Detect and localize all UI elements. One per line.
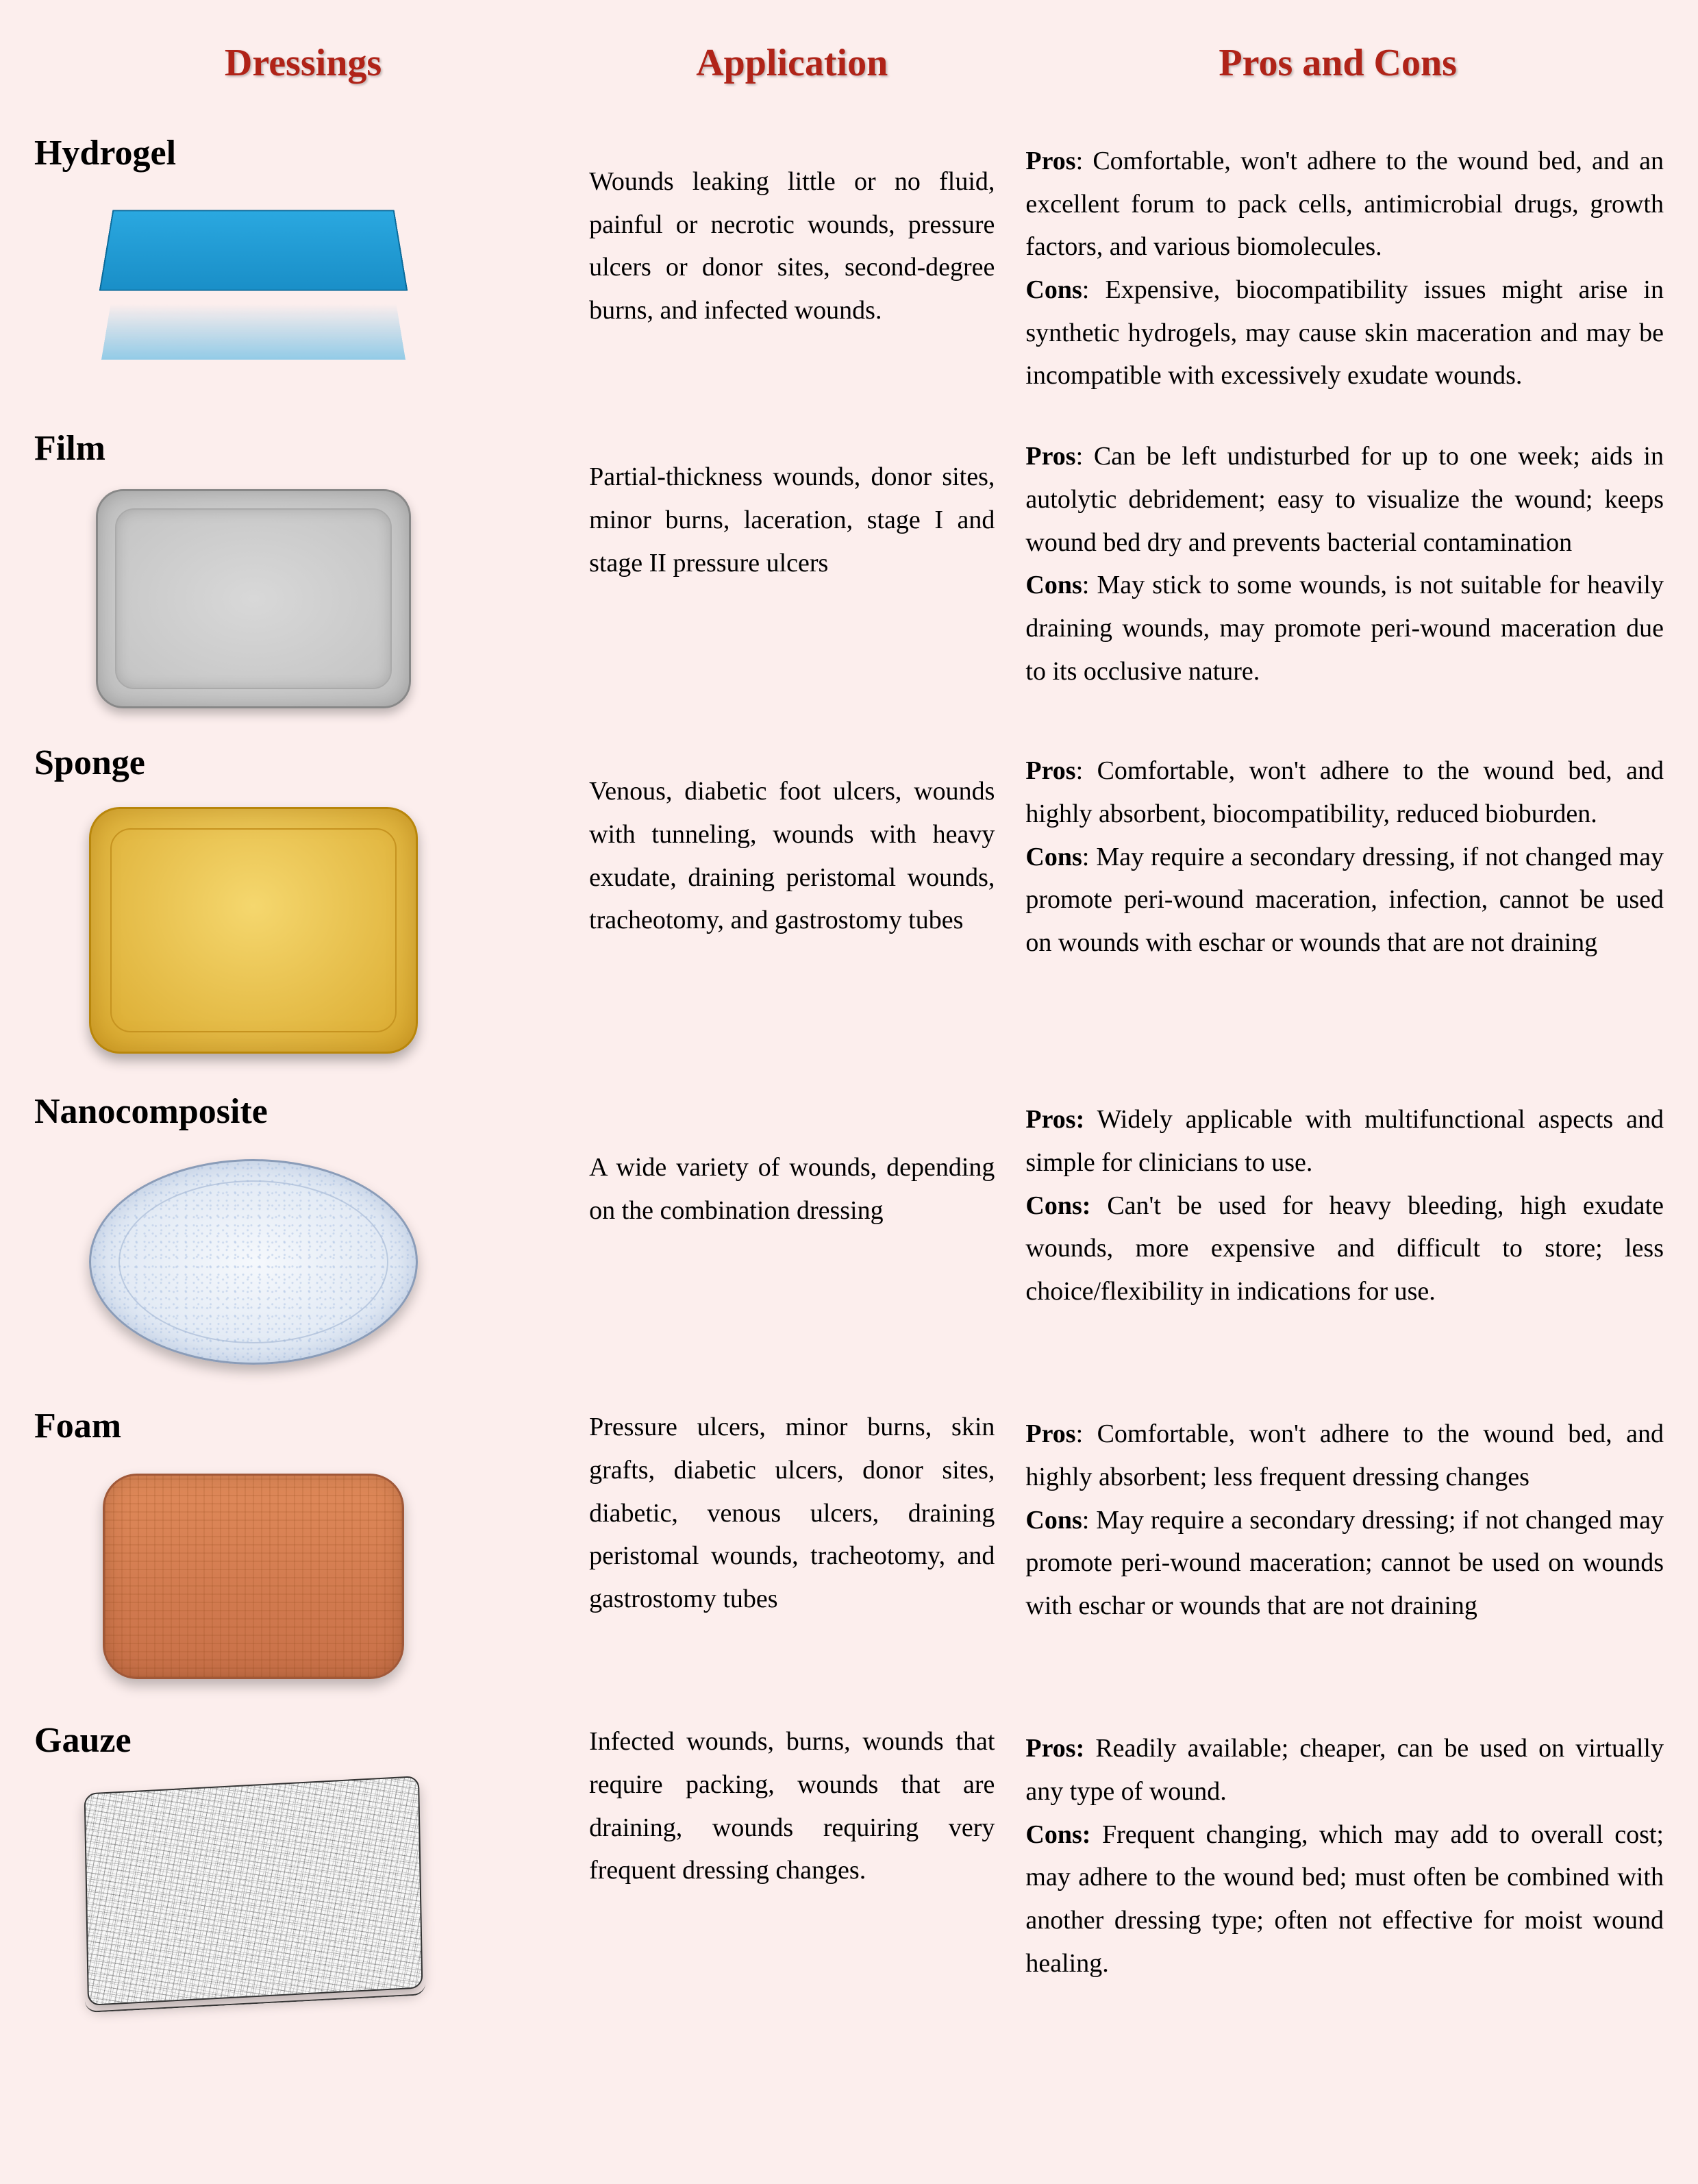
film-icon bbox=[96, 489, 411, 708]
gauze-icon bbox=[84, 1776, 423, 2006]
col1-nano: Nanocomposite bbox=[34, 1091, 572, 1375]
cons-label-hydrogel: Cons bbox=[1025, 275, 1082, 304]
nanocomposite-icon bbox=[89, 1159, 418, 1365]
col1-gauze: Gauze bbox=[34, 1720, 572, 2004]
header-row: Dressings Application Pros and Cons bbox=[34, 41, 1664, 85]
title-hydrogel: Hydrogel bbox=[34, 133, 551, 173]
pros-label-hydrogel: Pros bbox=[1025, 147, 1075, 175]
app-film: Partial-thickness wounds, donor sites, m… bbox=[589, 428, 995, 584]
header-application: Application bbox=[696, 42, 888, 84]
col2-foam: Pressure ulcers, minor burns, skin graft… bbox=[572, 1406, 1012, 1620]
pc-nano: Pros: Widely applicable with multifuncti… bbox=[1025, 1091, 1664, 1313]
title-foam: Foam bbox=[34, 1406, 551, 1446]
col3-gauze: Pros: Readily available; cheaper, can be… bbox=[1012, 1720, 1664, 1985]
header-col-application: Application bbox=[572, 41, 1012, 85]
cons-nano: Can't be used for heavy bleeding, high e… bbox=[1025, 1191, 1664, 1306]
col2-sponge: Venous, diabetic foot ulcers, wounds wit… bbox=[572, 743, 1012, 942]
cons-gauze: Frequent changing, which may add to over… bbox=[1025, 1820, 1664, 1978]
pros-label-gauze: Pros: bbox=[1025, 1734, 1084, 1763]
col1-film: Film bbox=[34, 428, 572, 712]
row-film: Film Partial-thickness wounds, donor sit… bbox=[34, 428, 1664, 712]
col2-film: Partial-thickness wounds, donor sites, m… bbox=[572, 428, 1012, 584]
foam-icon bbox=[103, 1474, 404, 1679]
pros-label-foam: Pros bbox=[1025, 1419, 1075, 1448]
illustration-nano bbox=[75, 1149, 432, 1375]
app-nano: A wide variety of wounds, depending on t… bbox=[589, 1091, 995, 1232]
col3-nano: Pros: Widely applicable with multifuncti… bbox=[1012, 1091, 1664, 1313]
app-sponge: Venous, diabetic foot ulcers, wounds wit… bbox=[589, 743, 995, 942]
col1-foam: Foam bbox=[34, 1406, 572, 1689]
cons-foam: : May require a secondary dressing; if n… bbox=[1025, 1506, 1664, 1620]
pc-gauze: Pros: Readily available; cheaper, can be… bbox=[1025, 1720, 1664, 1985]
cons-sponge: : May require a secondary dressing, if n… bbox=[1025, 843, 1664, 957]
pc-sponge: Pros: Comfortable, won't adhere to the w… bbox=[1025, 743, 1664, 964]
col3-sponge: Pros: Comfortable, won't adhere to the w… bbox=[1012, 743, 1664, 964]
pros-gauze: Readily available; cheaper, can be used … bbox=[1025, 1734, 1664, 1806]
app-gauze: Infected wounds, burns, wounds that requ… bbox=[589, 1720, 995, 1892]
col2-gauze: Infected wounds, burns, wounds that requ… bbox=[572, 1720, 1012, 1892]
col1-hydrogel: Hydrogel bbox=[34, 133, 572, 382]
col2-hydrogel: Wounds leaking little or no fluid, painf… bbox=[572, 133, 1012, 332]
cons-label-nano: Cons: bbox=[1025, 1191, 1090, 1220]
pc-foam: Pros: Comfortable, won't adhere to the w… bbox=[1025, 1406, 1664, 1627]
pc-hydrogel: Pros: Comfortable, won't adhere to the w… bbox=[1025, 133, 1664, 397]
illustration-hydrogel bbox=[75, 190, 432, 382]
pros-label-sponge: Pros bbox=[1025, 756, 1075, 785]
row-sponge: Sponge Venous, diabetic foot ulcers, wou… bbox=[34, 743, 1664, 1060]
title-gauze: Gauze bbox=[34, 1720, 551, 1761]
illustration-foam bbox=[75, 1463, 432, 1689]
pc-film: Pros: Can be left undisturbed for up to … bbox=[1025, 428, 1664, 693]
pros-sponge: : Comfortable, won't adhere to the wound… bbox=[1025, 756, 1664, 828]
title-nano: Nanocomposite bbox=[34, 1091, 551, 1132]
col3-foam: Pros: Comfortable, won't adhere to the w… bbox=[1012, 1406, 1664, 1627]
pros-foam: : Comfortable, won't adhere to the wound… bbox=[1025, 1419, 1664, 1491]
pros-nano: Widely applicable with multifunctional a… bbox=[1025, 1105, 1664, 1177]
header-dressings: Dressings bbox=[225, 42, 382, 84]
cons-label-film: Cons bbox=[1025, 571, 1082, 599]
pros-film: : Can be left undisturbed for up to one … bbox=[1025, 442, 1664, 556]
row-gauze: Gauze Infected wounds, burns, wounds tha… bbox=[34, 1720, 1664, 2004]
header-col-proscons: Pros and Cons bbox=[1012, 41, 1664, 85]
app-foam: Pressure ulcers, minor burns, skin graft… bbox=[589, 1406, 995, 1620]
pros-hydrogel: : Comfortable, won't adhere to the wound… bbox=[1025, 147, 1664, 261]
title-sponge: Sponge bbox=[34, 743, 551, 783]
illustration-gauze bbox=[75, 1778, 432, 2004]
pros-label-nano: Pros: bbox=[1025, 1105, 1084, 1134]
header-col-dressings: Dressings bbox=[34, 41, 572, 85]
title-film: Film bbox=[34, 428, 551, 469]
cons-label-foam: Cons bbox=[1025, 1506, 1082, 1535]
col3-hydrogel: Pros: Comfortable, won't adhere to the w… bbox=[1012, 133, 1664, 397]
col1-sponge: Sponge bbox=[34, 743, 572, 1060]
illustration-sponge bbox=[75, 800, 432, 1060]
pros-label-film: Pros bbox=[1025, 442, 1075, 471]
row-nano: Nanocomposite A wide variety of wounds, … bbox=[34, 1091, 1664, 1375]
col2-nano: A wide variety of wounds, depending on t… bbox=[572, 1091, 1012, 1232]
cons-label-sponge: Cons bbox=[1025, 843, 1082, 871]
header-proscons: Pros and Cons bbox=[1219, 42, 1457, 84]
row-foam: Foam Pressure ulcers, minor burns, skin … bbox=[34, 1406, 1664, 1689]
cons-hydrogel: : Expensive, biocompatibility issues mig… bbox=[1025, 275, 1664, 390]
hydrogel-icon bbox=[106, 204, 401, 369]
app-hydrogel: Wounds leaking little or no fluid, painf… bbox=[589, 133, 995, 332]
cons-film: : May stick to some wounds, is not suita… bbox=[1025, 571, 1664, 685]
illustration-film bbox=[75, 486, 432, 712]
col3-film: Pros: Can be left undisturbed for up to … bbox=[1012, 428, 1664, 693]
cons-label-gauze: Cons: bbox=[1025, 1820, 1090, 1849]
sponge-icon bbox=[89, 807, 418, 1054]
row-hydrogel: Hydrogel Wounds leaking little or no flu… bbox=[34, 133, 1664, 397]
